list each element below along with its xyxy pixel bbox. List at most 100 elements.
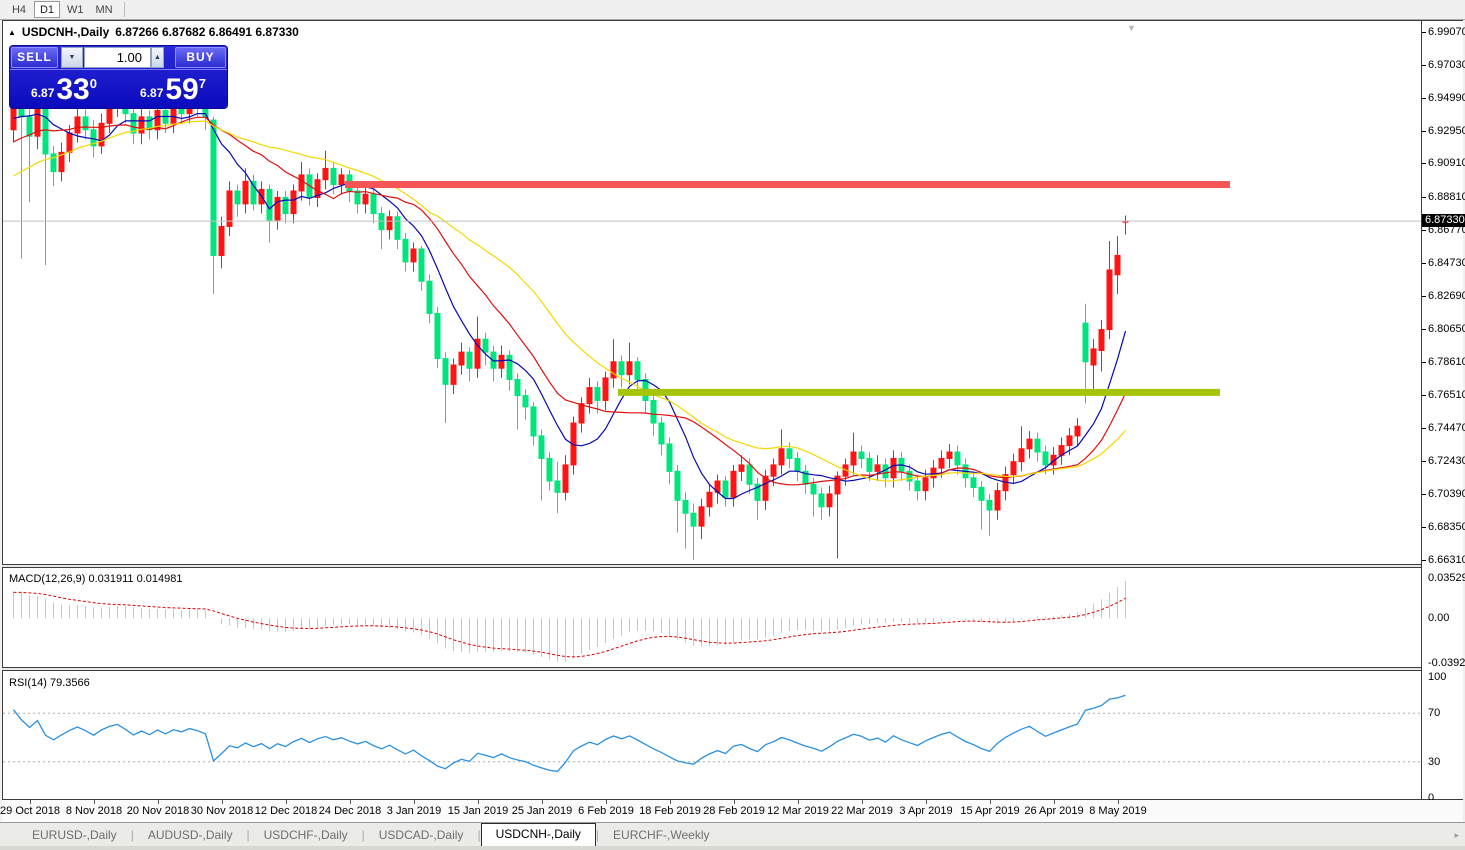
rsi-tick-label: 0: [1428, 792, 1435, 804]
buy-button[interactable]: BUY: [175, 47, 226, 68]
buy-price-display[interactable]: 6.87 59 7: [120, 71, 226, 107]
volume-decrease-button[interactable]: ▼: [61, 47, 83, 68]
price-tick-mark: [1422, 526, 1426, 528]
price-tick-mark: [1422, 263, 1426, 264]
date-tick-mark: [670, 800, 671, 804]
date-tick-label: 29 Oct 2018: [0, 805, 60, 817]
date-tick-mark: [414, 800, 415, 804]
date-tick-mark: [1118, 800, 1119, 804]
tab-separator: |: [595, 827, 600, 842]
date-tick-mark: [862, 800, 863, 804]
chart-tab-eurchf[interactable]: EURCHF-,Weekly: [613, 828, 710, 842]
toolbar-separator: [123, 2, 125, 17]
date-tick-label: 18 Feb 2019: [639, 805, 701, 817]
chart-ohlc-values: 6.87266 6.87682 6.86491 6.87330: [115, 25, 299, 39]
macd-tick-label: -0.039223: [1428, 657, 1465, 669]
chart-tab-usdchf[interactable]: USDCHF-,Daily: [263, 828, 348, 842]
price-tick-mark: [1422, 295, 1426, 297]
price-tick-mark: [1422, 494, 1426, 496]
macd-label: MACD(12,26,9) 0.031911 0.014981: [9, 573, 183, 585]
volume-increase-button[interactable]: ▲: [151, 47, 164, 68]
date-tick-mark: [990, 800, 991, 804]
date-tick-mark: [222, 800, 223, 804]
chart-shift-marker-icon[interactable]: ▼: [1127, 23, 1136, 33]
date-tick-mark: [606, 800, 607, 804]
sell-price-big: 33: [56, 73, 90, 106]
axis-divider-line: [1421, 21, 1422, 799]
price-tick-label: 6.97030: [1428, 58, 1465, 71]
tab-separator: |: [361, 827, 365, 842]
date-tick-label: 26 Apr 2019: [1024, 805, 1084, 817]
rsi-indicator-plot[interactable]: [3, 672, 1421, 799]
chart-dropdown-icon[interactable]: ▲: [8, 27, 16, 37]
timeframe-button-h4[interactable]: H4: [11, 4, 27, 16]
price-tick-mark: [1422, 197, 1426, 199]
date-tick-mark: [926, 800, 927, 804]
date-tick-label: 15 Apr 2019: [960, 805, 1020, 817]
trade-panel-divider: [10, 69, 227, 70]
chart-tab-usdcnh[interactable]: USDCNH-,Daily: [480, 823, 596, 846]
sell-price-prefix: 6.87: [31, 86, 55, 100]
price-axis[interactable]: 6.99070 6.97030 6.94990 6.92950 6.90910 6.888…: [1422, 21, 1465, 804]
macd-indicator-plot[interactable]: [3, 569, 1421, 667]
date-tick-label: 3 Apr 2019: [899, 805, 953, 817]
date-tick-label: 12 Mar 2019: [767, 805, 829, 817]
panel-separator-macd[interactable]: [2, 564, 1463, 568]
price-tick-mark: [1422, 97, 1426, 99]
chart-tab-audusd[interactable]: AUDUSD-,Daily: [147, 828, 233, 842]
date-axis[interactable]: 29 Oct 2018 8 Nov 2018 20 Nov 2018 30 Nov 2…: [0, 800, 1463, 822]
chart-title: ▲ USDCNH-,Daily 6.87266 6.87682 6.86491 …: [8, 25, 299, 39]
sell-button[interactable]: SELL: [11, 47, 58, 68]
rsi-tick-label: 30: [1428, 755, 1441, 768]
date-tick-mark: [94, 800, 95, 804]
sell-price-sup: 0: [89, 76, 97, 91]
price-tick-mark: [1422, 361, 1426, 363]
price-tick-label: 6.99070: [1428, 25, 1465, 38]
date-tick-label: 28 Feb 2019: [703, 805, 765, 817]
date-tick-mark: [798, 800, 799, 804]
panel-separator-rsi[interactable]: [2, 667, 1463, 671]
date-tick-label: 12 Dec 2018: [254, 805, 318, 817]
price-tick-label: 6.78610: [1428, 355, 1465, 368]
price-tick-mark: [1422, 64, 1426, 66]
price-tick-mark: [1422, 328, 1426, 330]
tab-separator: |: [477, 827, 481, 842]
current-price-label: 6.87330: [1422, 214, 1465, 228]
rsi-tick-label: 100: [1428, 671, 1447, 683]
price-tick-label: 6.74470: [1428, 422, 1465, 435]
price-tick-mark: [1422, 31, 1426, 33]
status-strip: [0, 846, 1465, 850]
date-tick-mark: [542, 800, 543, 804]
price-tick-label: 6.92950: [1428, 124, 1465, 137]
date-tick-label: 24 Dec 2018: [318, 805, 382, 817]
main-chart-plot[interactable]: [3, 21, 1421, 564]
date-tick-label: 30 Nov 2018: [190, 805, 254, 817]
timeframe-button-mn[interactable]: MN: [95, 4, 113, 16]
tab-scroll-icon[interactable]: ▸: [1454, 830, 1459, 840]
date-tick-mark: [286, 800, 287, 804]
timeframe-button-d1[interactable]: D1: [34, 1, 60, 18]
date-tick-label: 8 Nov 2018: [65, 805, 123, 817]
buy-price-big: 59: [165, 73, 199, 106]
price-tick-mark: [1422, 163, 1426, 165]
price-tick-label: 6.84730: [1428, 257, 1465, 269]
timeframe-button-w1[interactable]: W1: [67, 4, 84, 16]
price-tick-mark: [1422, 395, 1426, 397]
chart-tab-usdcad[interactable]: USDCAD-,Daily: [378, 828, 464, 842]
tab-separator: |: [130, 827, 134, 842]
date-tick-label: 6 Feb 2019: [578, 805, 634, 817]
sell-price-display[interactable]: 6.87 33 0: [11, 71, 117, 107]
price-tick-label: 6.94990: [1428, 91, 1465, 104]
price-tick-mark: [1422, 230, 1426, 232]
date-tick-label: 22 Mar 2019: [831, 805, 893, 817]
price-tick-label: 6.88810: [1428, 191, 1465, 204]
price-tick-label: 6.80650: [1428, 322, 1465, 335]
date-tick-label: 25 Jan 2019: [511, 805, 573, 817]
volume-input[interactable]: [84, 47, 151, 68]
chart-tab-eurusd[interactable]: EURUSD-,Daily: [32, 828, 117, 842]
one-click-trade-panel: SELL ▼ ▲ BUY 6.87 33 0 6.87 59 7: [10, 46, 227, 108]
buy-price-sup: 7: [198, 76, 206, 91]
price-tick-label: 6.82690: [1428, 289, 1465, 302]
date-tick-mark: [1054, 800, 1055, 804]
